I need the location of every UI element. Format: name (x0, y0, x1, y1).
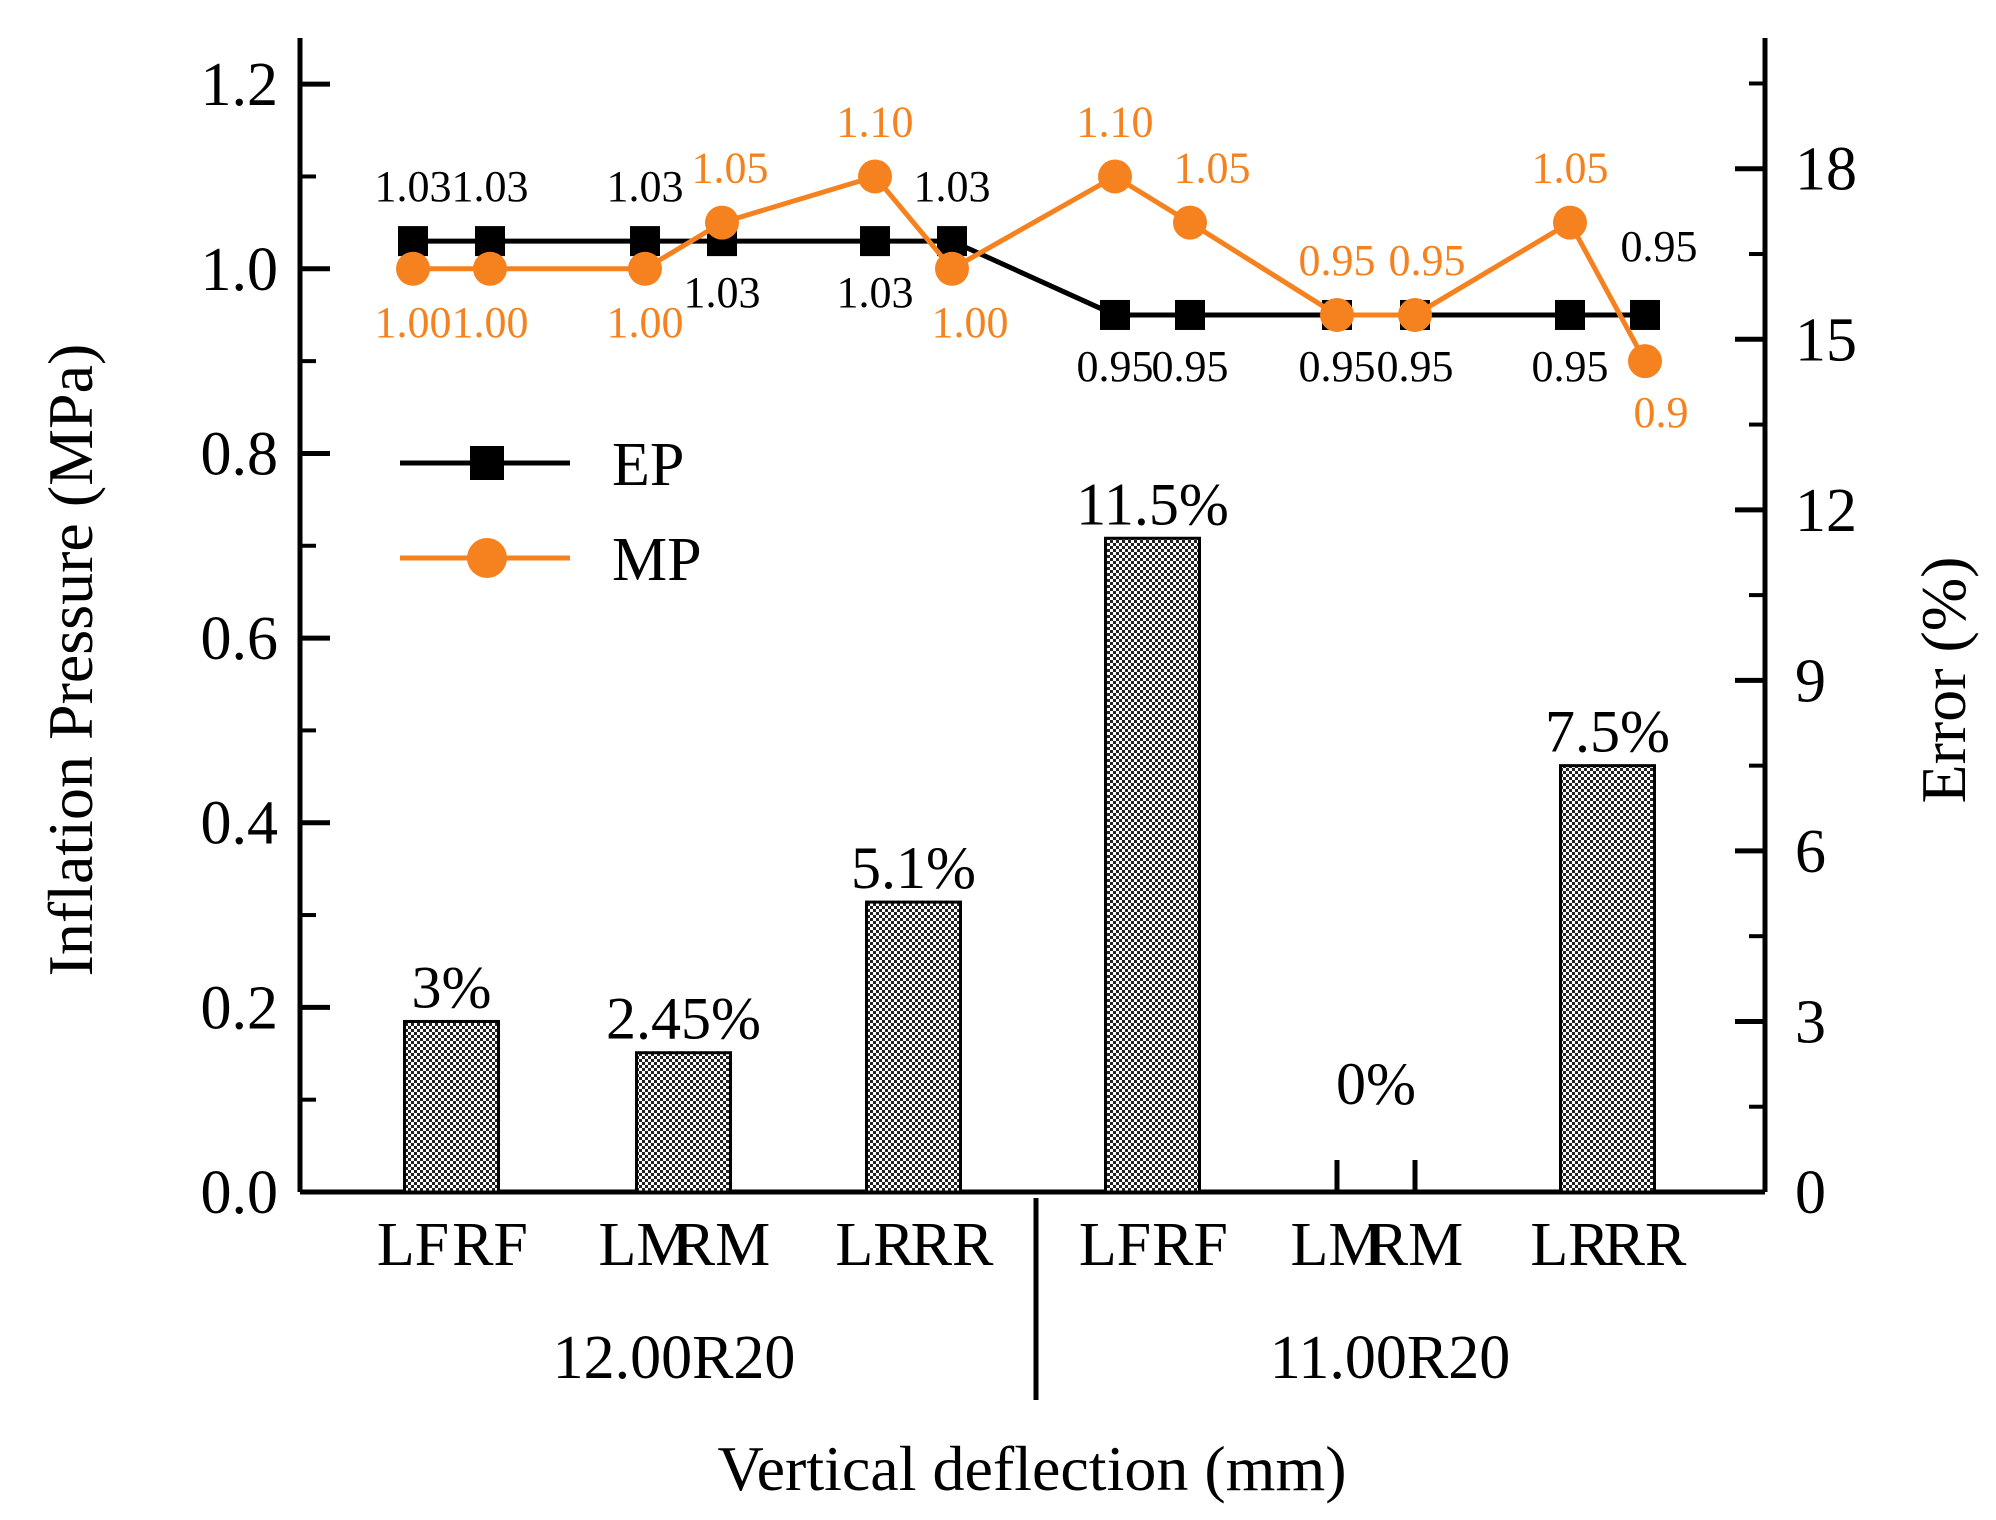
left-tick-label: 0.8 (201, 420, 279, 488)
x-axis-title: Vertical deflection (mm) (717, 1433, 1346, 1504)
series-point-ep (1175, 299, 1205, 330)
ep-point-label: 1.03 (375, 162, 452, 211)
left-tick-label: 0.4 (201, 790, 279, 858)
category-label: LM (1291, 1211, 1384, 1279)
mp-point-label: 0.95 (1299, 236, 1376, 285)
mp-point-label: 0.9 (1634, 388, 1689, 437)
series-line-ep (413, 238, 1645, 318)
group-label: 11.00R20 (1270, 1324, 1511, 1392)
ep-point-label: 1.03 (684, 268, 761, 317)
category-label: LR (835, 1211, 915, 1279)
ep-point-label: 1.03 (607, 162, 684, 211)
ep-point-label: 1.03 (452, 162, 529, 211)
error-bar-label: 2.45% (606, 986, 761, 1052)
left-tick-label: 1.2 (201, 51, 279, 119)
mp-point-label: 1.00 (375, 298, 452, 347)
left-tick-label: 1.0 (201, 236, 279, 304)
category-label: RM (674, 1211, 770, 1279)
right-tick-label: 0 (1795, 1159, 1826, 1227)
series-point-mp (1553, 205, 1587, 240)
series-point-ep (398, 226, 428, 257)
series-point-mp (473, 251, 507, 286)
error-bar-label: 0% (1336, 1051, 1416, 1117)
series-point-ep (475, 226, 505, 257)
left-tick-label: 0.0 (201, 1159, 279, 1227)
series-line-mp (413, 173, 1648, 363)
ep-point-label: 1.03 (914, 162, 991, 211)
category-label: RM (1367, 1211, 1463, 1279)
error-bar-label: 5.1% (851, 835, 976, 901)
right-tick-label: 3 (1795, 988, 1826, 1056)
series-point-mp (1098, 159, 1132, 194)
error-bar (865, 900, 962, 1194)
error-bar-label: 3% (412, 954, 492, 1020)
ep-point-label: 0.95 (1532, 342, 1609, 391)
left-tick-label: 0.6 (201, 605, 279, 673)
mp-point-label: 0.95 (1389, 236, 1466, 285)
series-point-mp (396, 251, 430, 286)
series-point-mp (1320, 297, 1354, 332)
error-bar-label: 11.5% (1076, 471, 1229, 537)
right-tick-label: 12 (1795, 477, 1857, 545)
category-label: RF (1152, 1211, 1228, 1279)
category-label: LF (1079, 1211, 1151, 1279)
error-bar (635, 1051, 732, 1194)
mp-point-label: 1.05 (1532, 144, 1609, 193)
right-tick-label: 9 (1795, 647, 1826, 715)
left-tick-label: 0.2 (201, 974, 279, 1042)
legend-marker-mp (467, 538, 507, 578)
series-point-ep (1555, 299, 1585, 330)
left-axis-title: Inflation Pressure (MPa) (35, 344, 106, 977)
series-point-mp (1398, 297, 1432, 332)
mp-point-label: 1.05 (1174, 144, 1251, 193)
mp-point-label: 1.10 (1077, 97, 1154, 146)
group-label: 12.00R20 (553, 1324, 796, 1392)
ep-point-label: 0.95 (1621, 222, 1698, 271)
error-bar (1104, 536, 1201, 1194)
error-bar (1559, 764, 1656, 1194)
ep-point-label: 1.03 (837, 268, 914, 317)
series-point-ep (860, 226, 890, 257)
error-bar-label: 7.5% (1545, 699, 1670, 765)
right-tick-label: 15 (1795, 306, 1857, 374)
mp-point-label: 1.00 (452, 298, 529, 347)
series-point-mp (628, 251, 662, 286)
legend-label-ep: EP (612, 431, 684, 499)
series-point-mp (935, 251, 969, 286)
series-point-mp (1173, 205, 1207, 240)
mp-point-label: 1.00 (932, 298, 1009, 347)
category-label: RF (452, 1211, 528, 1279)
ep-point-label: 0.95 (1077, 342, 1154, 391)
right-tick-label: 6 (1795, 818, 1826, 886)
right-axis-title: Error (%) (1908, 557, 1979, 804)
series-point-ep (630, 226, 660, 257)
mp-point-label: 1.00 (607, 298, 684, 347)
category-label: RR (1604, 1211, 1687, 1279)
error-bar (403, 1019, 500, 1194)
series-point-mp (858, 159, 892, 194)
mp-point-label: 1.10 (837, 97, 914, 146)
series-point-mp (705, 205, 739, 240)
category-label: LR (1530, 1211, 1610, 1279)
legend-marker-ep (470, 446, 504, 480)
legend-label-mp: MP (612, 526, 702, 594)
category-label: LM (599, 1211, 692, 1279)
ep-point-label: 0.95 (1377, 342, 1454, 391)
ep-point-label: 0.95 (1152, 342, 1229, 391)
mp-point-label: 1.05 (692, 144, 769, 193)
ep-point-label: 0.95 (1299, 342, 1376, 391)
category-label: RR (911, 1211, 994, 1279)
series-point-ep (1100, 299, 1130, 330)
right-tick-label: 18 (1795, 136, 1857, 204)
series-point-ep (937, 226, 967, 257)
category-label: LF (377, 1211, 449, 1279)
series-point-ep (1630, 299, 1660, 330)
series-point-mp (1628, 344, 1662, 379)
